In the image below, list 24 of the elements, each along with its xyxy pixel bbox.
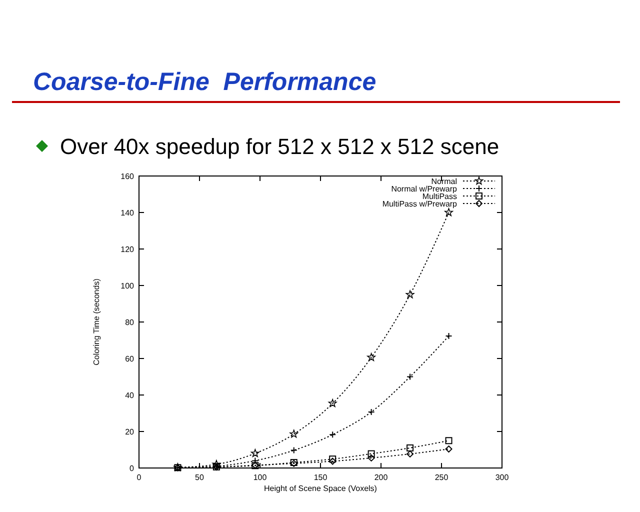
x-tick-label: 0 [136, 473, 142, 482]
y-tick-label: 60 [125, 354, 135, 364]
x-tick-label: 200 [374, 473, 388, 482]
y-axis-title: Coloring Time (seconds) [92, 278, 101, 366]
chart-title: Coarse-to-Fine Performance [33, 68, 376, 96]
x-tick-label: 300 [495, 473, 510, 482]
x-tick-label: 250 [434, 473, 449, 482]
legend-label: Normal w/Prewarp [391, 184, 458, 194]
chart-subtitle: Over 40x speedup for 512 x 512 x 512 scene [60, 134, 500, 159]
y-tick-label: 20 [125, 428, 135, 436]
y-tick-label: 0 [130, 464, 135, 473]
y-tick-label: 120 [120, 245, 135, 254]
x-tick-label: 100 [253, 473, 268, 482]
y-tick-label: 80 [125, 318, 135, 327]
x-tick-label: 150 [314, 473, 328, 482]
legend-label: Normal [431, 177, 458, 186]
y-tick-label: 100 [120, 282, 135, 290]
x-axis-title: Height of Scene Space (Voxels) [264, 484, 378, 493]
y-tick-label: 160 [120, 172, 135, 181]
y-tick-label: 40 [125, 391, 135, 400]
legend-label: MultiPass w/Prewarp [382, 200, 458, 208]
legend-label: MultiPass [422, 192, 457, 201]
y-tick-label: 140 [120, 208, 135, 218]
x-tick-label: 50 [195, 473, 204, 482]
